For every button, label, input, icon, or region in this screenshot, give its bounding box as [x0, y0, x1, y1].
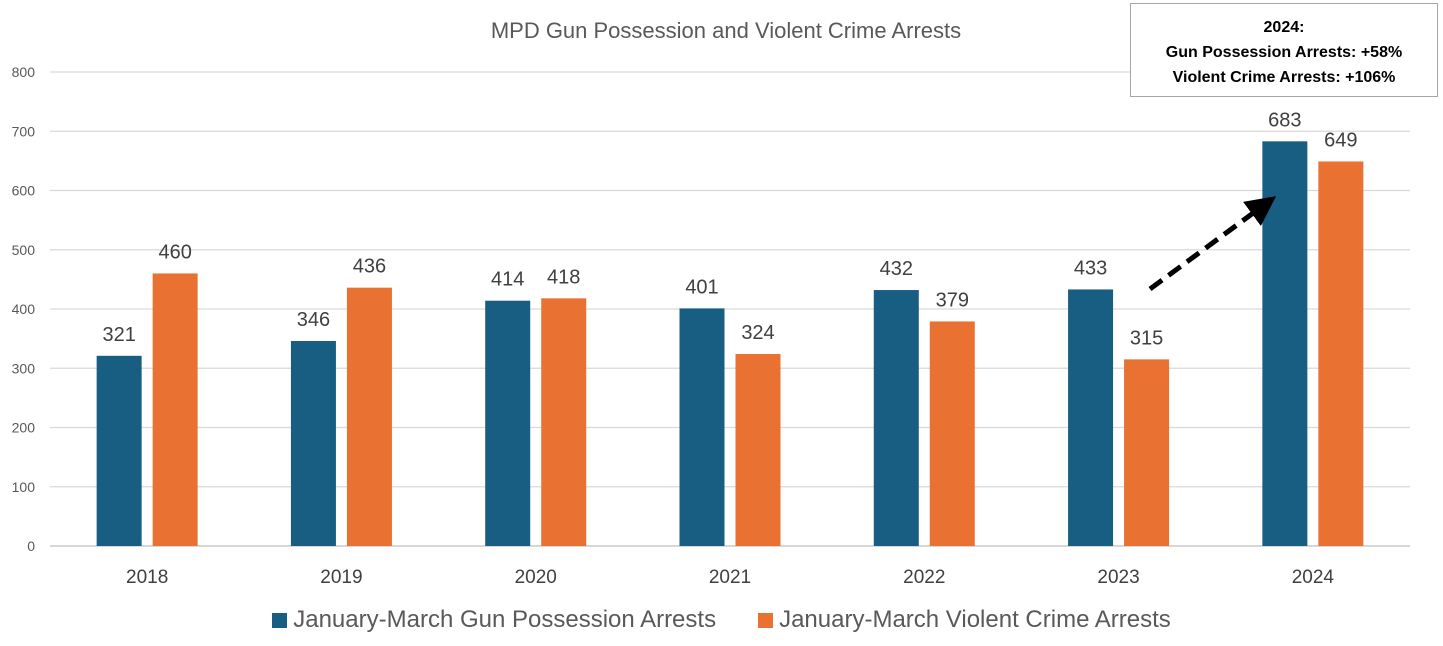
data-label: 432	[880, 258, 913, 280]
bar-violent-crime-2018	[152, 273, 198, 546]
y-axis: 0 100 200 300 400 500 600 700 800	[12, 64, 36, 554]
bar-violent-crime-2023	[1124, 359, 1170, 546]
y-tick-label: 100	[12, 479, 36, 495]
data-label: 649	[1324, 129, 1357, 151]
data-labels: 321 460 346 436 414 418 401 324 432 379 433 315 683 6…	[102, 109, 1357, 349]
x-tick-label: 2024	[1292, 567, 1335, 588]
x-axis: 2018 2019 2020 2021 2022 2023 2024	[126, 567, 1334, 588]
annotation-box: 2024: Gun Possession Arrests: +58% Viole…	[1130, 3, 1438, 97]
x-tick-label: 2019	[320, 567, 362, 588]
legend: January-March Gun Possession Arrests Jan…	[0, 606, 1443, 634]
bar-violent-crime-2022	[929, 321, 975, 546]
x-tick-label: 2023	[1097, 567, 1139, 588]
data-label: 379	[936, 289, 969, 311]
x-tick-label: 2018	[126, 567, 168, 588]
bar-violent-crime-2020	[541, 298, 587, 546]
data-label: 418	[547, 266, 580, 288]
y-tick-label: 200	[12, 420, 36, 436]
bar-gun-possession-2024	[1262, 141, 1308, 546]
x-tick-label: 2020	[515, 567, 557, 588]
y-tick-label: 800	[12, 64, 36, 80]
y-tick-label: 300	[12, 360, 36, 376]
legend-label-gun-possession: January-March Gun Possession Arrests	[293, 606, 717, 633]
trend-arrow	[1148, 196, 1277, 292]
legend-swatch-violent-crime	[758, 612, 774, 628]
legend-label-violent-crime: January-March Violent Crime Arrests	[779, 606, 1171, 633]
legend-item-gun-possession: January-March Gun Possession Arrests	[272, 606, 716, 634]
bar-gun-possession-2022	[873, 290, 919, 546]
bar-gun-possession-2021	[679, 308, 725, 546]
y-tick-label: 500	[12, 242, 36, 258]
bar-gun-possession-2023	[1068, 289, 1114, 546]
y-tick-label: 600	[12, 183, 36, 199]
annotation-line-3: Violent Crime Arrests: +106%	[1172, 69, 1396, 86]
annotation-line-2: Gun Possession Arrests: +58%	[1165, 44, 1403, 61]
y-tick-label: 400	[12, 301, 36, 317]
bar-violent-crime-2019	[346, 287, 392, 546]
bar-violent-crime-2024	[1318, 161, 1364, 546]
chart-title: MPD Gun Possession and Violent Crime Arr…	[491, 18, 961, 43]
data-label: 433	[1074, 257, 1107, 279]
data-label: 414	[491, 269, 524, 291]
data-label: 401	[685, 276, 718, 298]
legend-swatch-gun-possession	[272, 612, 288, 628]
y-tick-label: 0	[27, 538, 35, 554]
data-label: 324	[741, 322, 774, 344]
data-label: 346	[297, 309, 330, 331]
legend-item-violent-crime: January-March Violent Crime Arrests	[758, 606, 1171, 634]
gridlines	[50, 71, 1410, 547]
bar-gun-possession-2018	[96, 355, 142, 546]
bar-violent-crime-2021	[735, 354, 781, 546]
data-label: 321	[102, 324, 135, 346]
data-label: 315	[1130, 327, 1163, 349]
data-label: 436	[353, 256, 386, 278]
y-tick-label: 700	[12, 123, 36, 139]
bar-chart: MPD Gun Possession and Violent Crime Arr…	[12, 18, 1410, 588]
bar-gun-possession-2019	[290, 340, 336, 546]
data-label: 460	[158, 241, 191, 263]
x-tick-label: 2021	[709, 567, 751, 588]
data-label: 683	[1268, 109, 1301, 131]
x-tick-label: 2022	[903, 567, 945, 588]
annotation-line-1: 2024:	[1263, 19, 1305, 36]
bar-gun-possession-2020	[485, 300, 531, 546]
bars	[96, 141, 1364, 546]
